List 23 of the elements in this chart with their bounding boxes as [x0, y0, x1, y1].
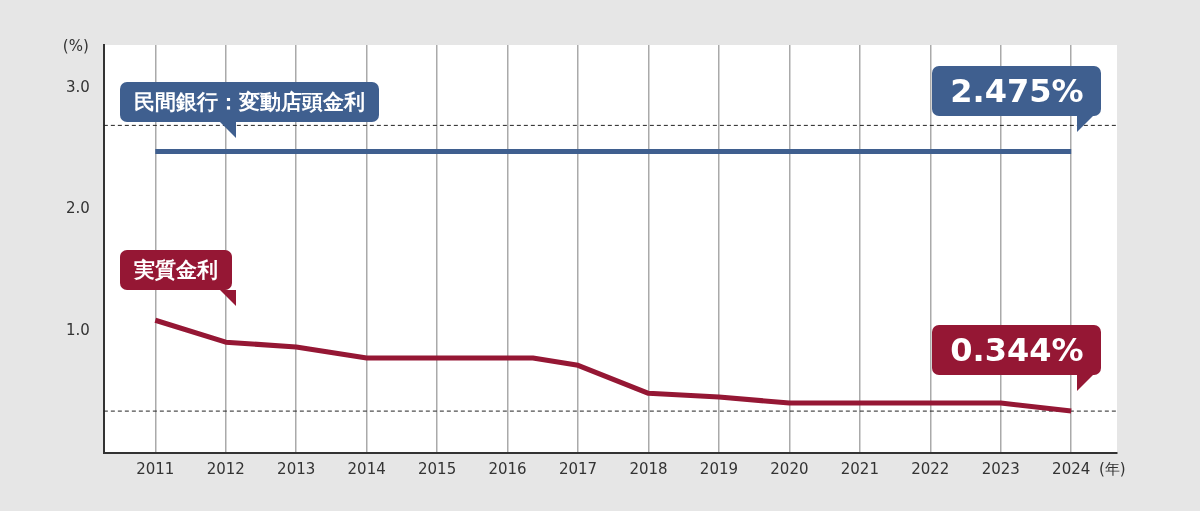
data-label: 0.344% — [932, 325, 1102, 376]
x-tick-label: 2020 — [770, 459, 809, 478]
x-tick-label: 2015 — [418, 459, 457, 478]
y-tick-label: 2.0 — [66, 199, 90, 218]
text: 実質金利 — [120, 250, 233, 291]
x-tick-label: 2019 — [699, 459, 739, 478]
x-tick-label: 2017 — [558, 459, 598, 478]
x-tick-label: 2013 — [277, 459, 316, 478]
x-tick-label: 2016 — [488, 459, 527, 478]
x-tick-label: 2018 — [629, 459, 668, 478]
x-tick-label: 2023 — [981, 459, 1020, 478]
series-label: 民間銀行：変動店頭金利 — [120, 81, 380, 122]
y-tick-label: 3.0 — [66, 77, 90, 96]
y-tick-label: 1.0 — [66, 321, 90, 340]
y-axis-title: (%) — [62, 37, 89, 56]
x-tick-label: 2021 — [840, 459, 879, 478]
x-axis-title: (年) — [1099, 460, 1126, 479]
x-tick-label: 2012 — [206, 459, 245, 478]
x-tick-label: 2022 — [911, 459, 950, 478]
data-label: 2.475% — [932, 65, 1102, 116]
x-tick-label: 2024 — [1052, 459, 1091, 478]
x-tick-label: 2011 — [136, 459, 175, 478]
x-tick-label: 2014 — [347, 459, 386, 478]
